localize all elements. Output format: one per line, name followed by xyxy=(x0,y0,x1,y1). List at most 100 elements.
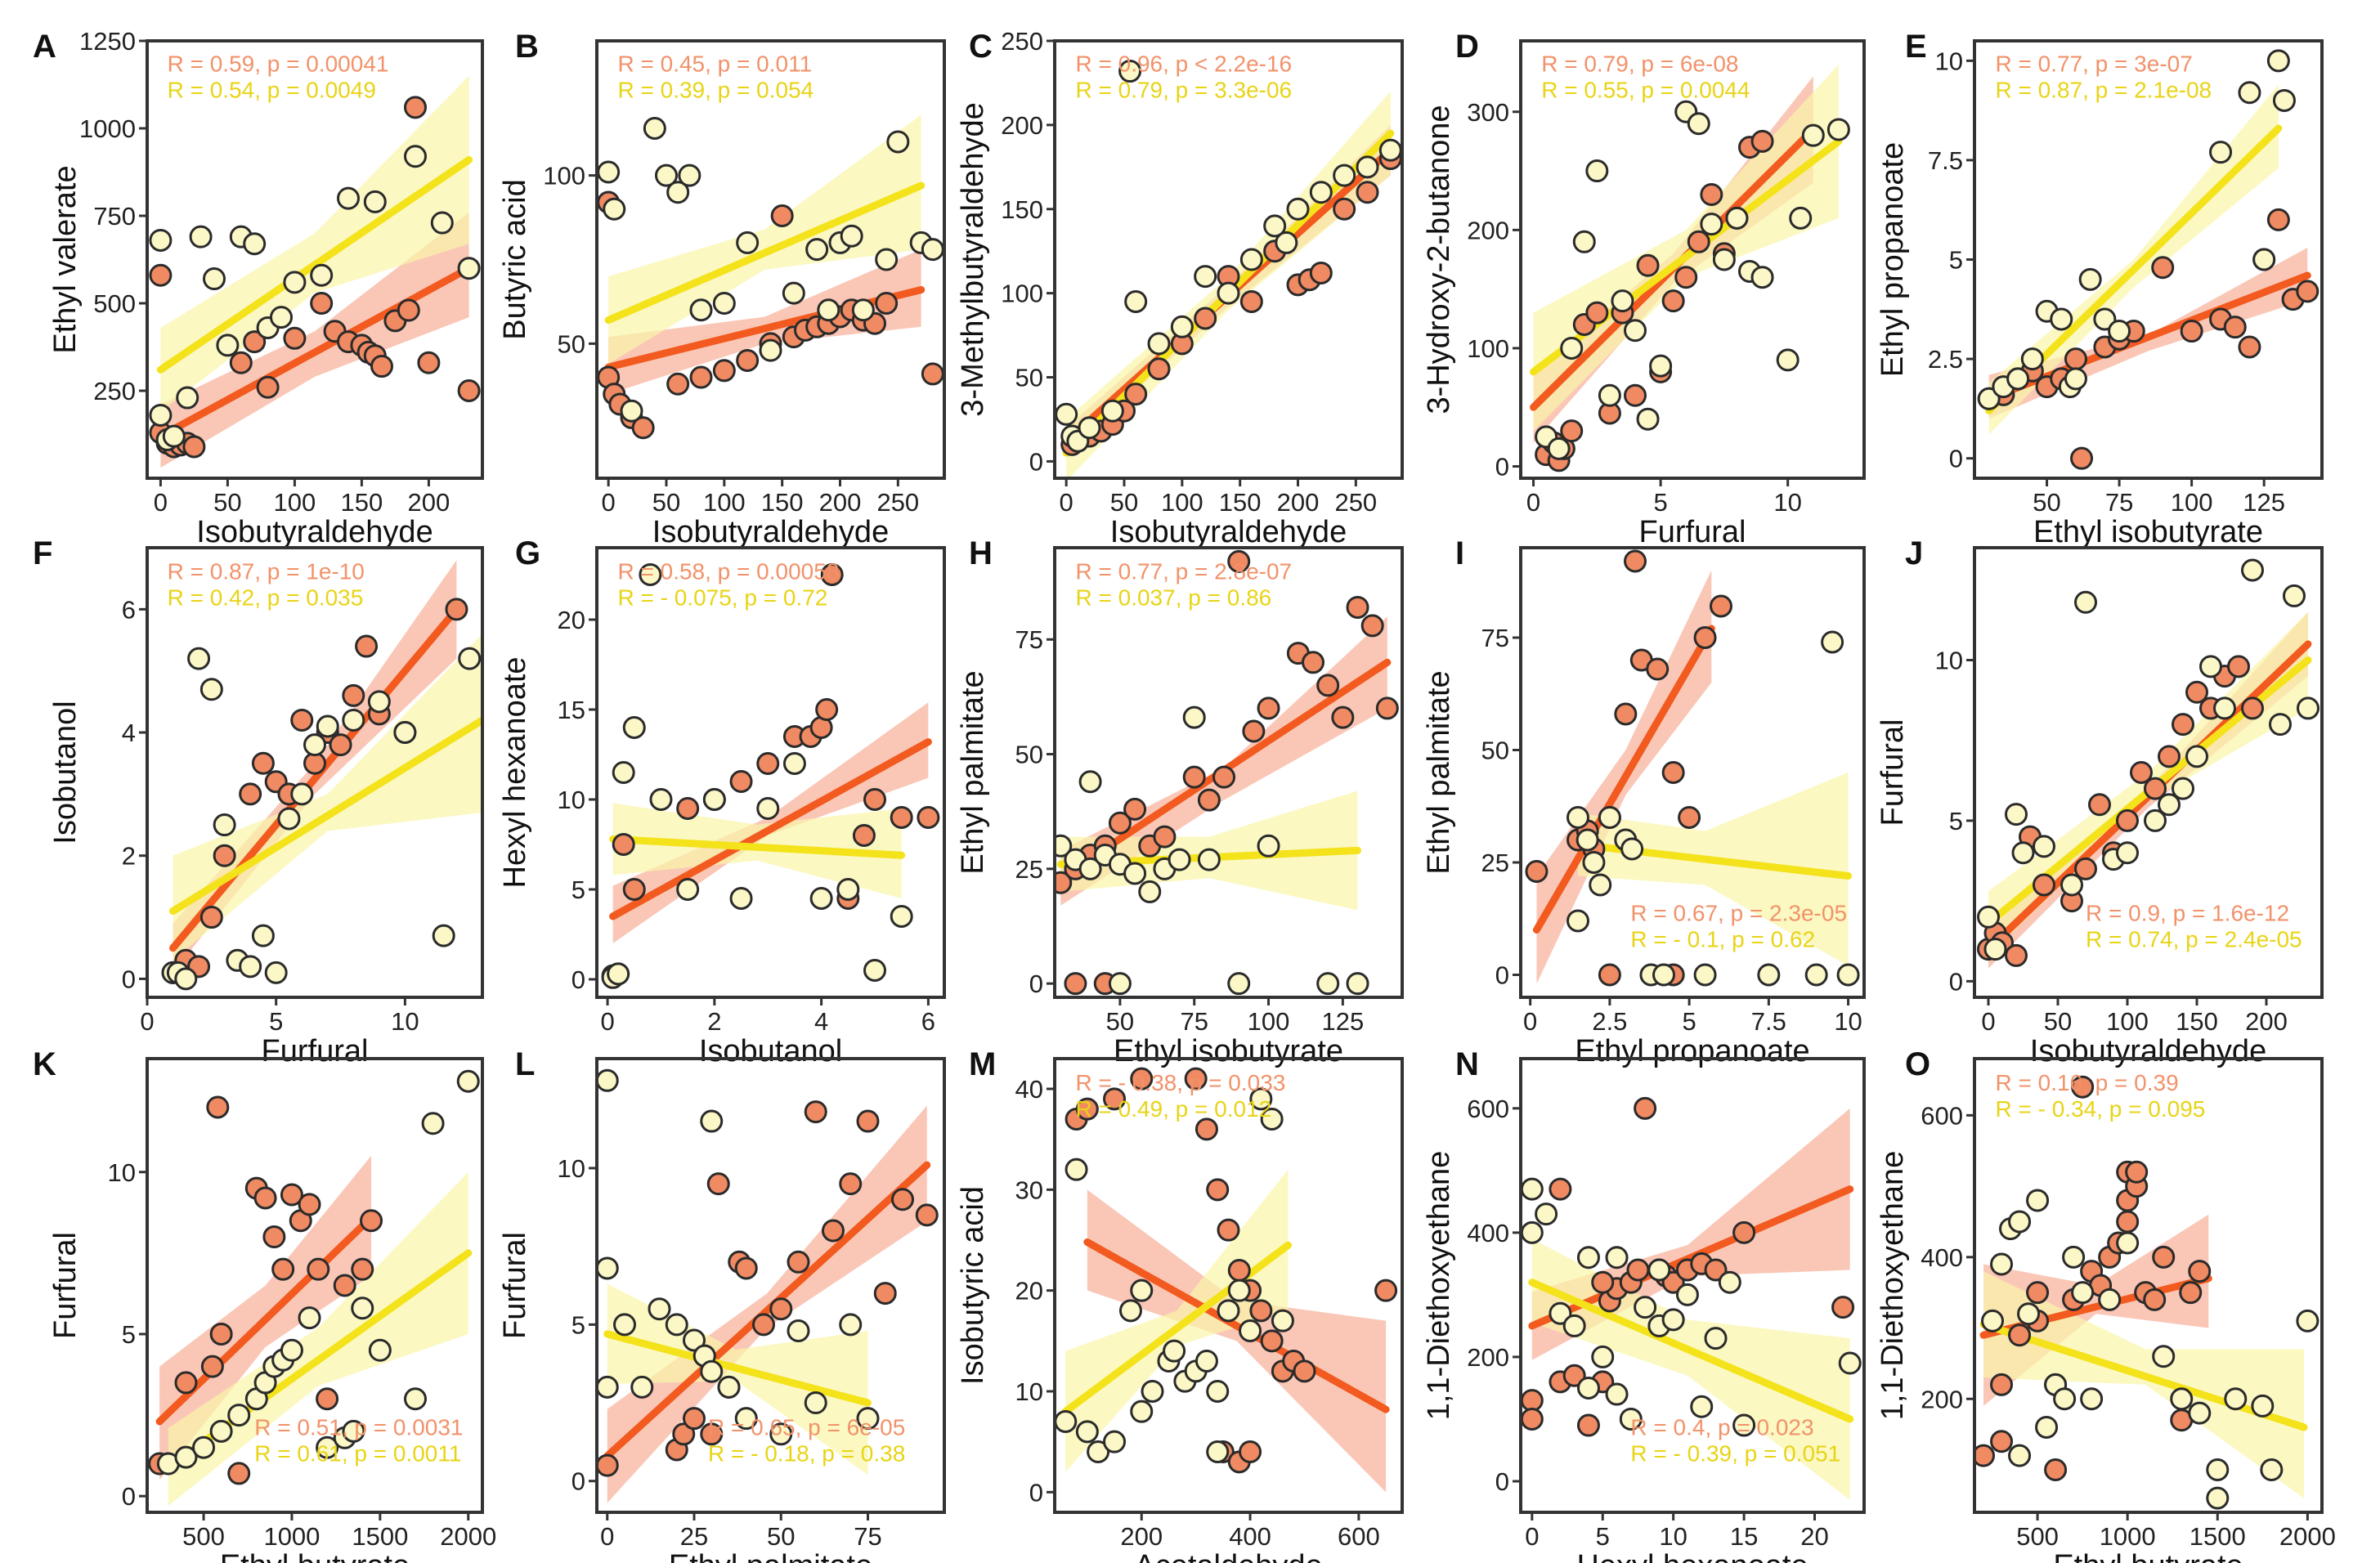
plot-area-a xyxy=(149,75,481,468)
point-orange-e xyxy=(2180,320,2203,343)
point-yellow-m xyxy=(1227,1279,1251,1302)
plot-area-n xyxy=(1521,1096,1862,1500)
point-orange-c xyxy=(1194,307,1217,330)
x-axis-title-i: Ethyl propanoate xyxy=(1575,1034,1809,1068)
plot-frame-m xyxy=(1053,1057,1404,1514)
y-tick-label-o: 400 xyxy=(1921,1243,1963,1272)
x-axis-title-b: Isobutyraldehyde xyxy=(652,515,889,549)
point-yellow-d xyxy=(1712,248,1736,271)
x-tick-label-k: 500 xyxy=(182,1522,225,1551)
y-tick-label-i: 25 xyxy=(1481,849,1509,877)
point-orange-l xyxy=(683,1407,706,1431)
point-orange-m xyxy=(1293,1359,1316,1383)
point-orange-j xyxy=(2116,808,2139,832)
point-yellow-n xyxy=(1549,1301,1572,1325)
stat-label-yellow-e: R = 0.87, p = 2.1e-08 xyxy=(1996,77,2212,102)
x-tick-label-f: 5 xyxy=(269,1007,283,1036)
point-orange-d xyxy=(1624,383,1647,407)
point-yellow-l xyxy=(769,1422,793,1446)
point-yellow-f xyxy=(342,708,365,732)
point-orange-f xyxy=(342,683,365,707)
point-yellow-i xyxy=(1589,873,1612,897)
point-orange-b xyxy=(921,362,944,386)
point-yellow-e xyxy=(2272,88,2296,112)
point-orange-l xyxy=(804,1100,827,1124)
point-yellow-g xyxy=(676,878,700,901)
panel-c: 0 50 100 150 200 250050100150200250Isobutyral… xyxy=(956,27,1404,549)
point-orange-a xyxy=(417,351,441,374)
point-yellow-l xyxy=(787,1319,810,1342)
point-yellow-m xyxy=(1075,1420,1099,1444)
point-orange-a xyxy=(149,263,173,287)
point-yellow-g xyxy=(756,797,780,820)
point-yellow-d xyxy=(1725,206,1749,230)
point-yellow-m xyxy=(1087,1440,1110,1463)
plot-area-k xyxy=(148,1069,480,1507)
point-yellow-c xyxy=(1286,197,1310,221)
y-tick-label-d: 200 xyxy=(1467,216,1509,244)
x-tick-label-c: 200 xyxy=(1277,488,1320,517)
point-yellow-c xyxy=(1118,60,1142,83)
point-yellow-d xyxy=(1598,383,1621,407)
point-yellow-d xyxy=(1801,123,1825,147)
point-yellow-k xyxy=(342,1419,365,1443)
point-yellow-k xyxy=(298,1306,321,1330)
plot-area-o xyxy=(1974,1075,2319,1510)
point-yellow-m xyxy=(1206,1380,1230,1403)
point-orange-h xyxy=(1316,674,1340,697)
plot-frame-o xyxy=(1973,1057,2324,1514)
point-orange-n xyxy=(1562,1364,1586,1387)
point-yellow-b xyxy=(678,163,701,187)
point-orange-l xyxy=(734,1256,758,1280)
point-orange-l xyxy=(597,1453,619,1477)
x-tick-label-o: 1000 xyxy=(2100,1522,2156,1551)
point-yellow-m xyxy=(1249,1087,1273,1111)
stat-label-yellow-j: R = 0.74, p = 2.4e-05 xyxy=(2086,927,2302,952)
point-yellow-l xyxy=(613,1313,636,1337)
point-orange-i xyxy=(1598,963,1621,987)
y-tick-label-o: 600 xyxy=(1921,1101,1963,1130)
point-orange-g xyxy=(890,806,913,829)
y-tick-label-c: 150 xyxy=(1001,195,1043,224)
point-yellow-b xyxy=(689,298,713,322)
y-axis-title-i: Ethyl palmitate xyxy=(1422,670,1456,874)
fit-line-orange-i xyxy=(1532,625,1715,934)
point-orange-a xyxy=(229,351,253,374)
point-orange-k xyxy=(351,1257,374,1281)
x-axis-title-l: Ethyl palmitate xyxy=(669,1549,872,1563)
x-tick-label-i: 7.5 xyxy=(1751,1007,1786,1036)
point-yellow-l xyxy=(839,1313,863,1337)
point-yellow-f xyxy=(213,813,236,837)
point-yellow-k xyxy=(456,1069,480,1093)
point-orange-b xyxy=(631,416,655,440)
point-yellow-d xyxy=(1547,437,1571,460)
point-yellow-i xyxy=(1575,828,1599,852)
x-tick-label-j: 150 xyxy=(2176,1007,2218,1036)
plot-area-f xyxy=(161,560,482,991)
point-yellow-i xyxy=(1620,837,1644,861)
point-orange-n xyxy=(1626,1258,1650,1282)
point-orange-h xyxy=(1302,651,1325,674)
confidence-band-yellow-f xyxy=(173,634,482,961)
y-tick-label-a: 750 xyxy=(93,202,136,231)
point-yellow-i xyxy=(1598,806,1621,829)
y-axis-title-l: Furfural xyxy=(498,1232,532,1339)
point-yellow-k xyxy=(404,1387,427,1411)
point-yellow-b xyxy=(805,238,829,262)
y-axis-title-e: Ethyl propanoate xyxy=(1876,142,1910,377)
point-orange-b xyxy=(689,365,713,389)
stat-label-yellow-b: R = 0.39, p = 0.054 xyxy=(618,77,814,102)
confidence-band-yellow-d xyxy=(1533,64,1839,432)
point-orange-m xyxy=(1103,1087,1127,1111)
point-yellow-c xyxy=(1147,332,1171,356)
x-tick-label-h: 100 xyxy=(1248,1007,1290,1036)
point-orange-f xyxy=(199,906,223,929)
point-yellow-j xyxy=(1977,905,2000,929)
point-yellow-n xyxy=(1576,1246,1600,1270)
point-orange-e xyxy=(2296,280,2319,303)
point-yellow-e xyxy=(2252,248,2276,271)
point-yellow-e xyxy=(2006,367,2030,391)
panel-i: 0 2.5 5 7.5 10 0 25 50 75 Ethyl propanoate Ethyl p… xyxy=(1422,535,1866,1068)
x-tick-label-i: 10 xyxy=(1834,1007,1862,1036)
